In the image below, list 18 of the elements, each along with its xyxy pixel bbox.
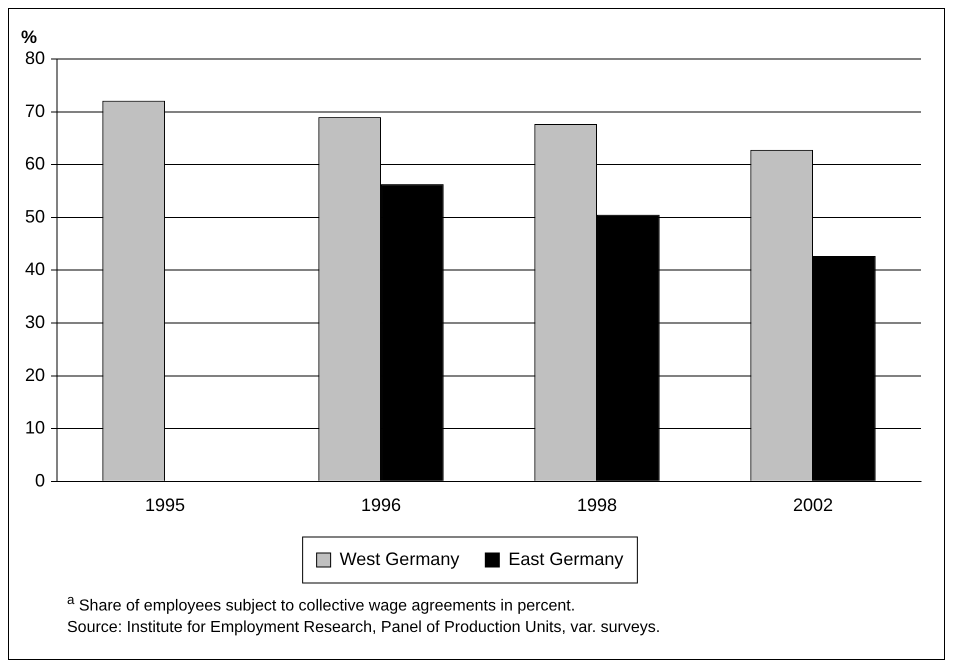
x-tick-label: 2002 [792,495,834,516]
legend-label: West Germany [340,548,460,569]
y-tick-label: 0 [35,470,46,490]
source-note: Source: Institute for Employment Research, Panel of Production Units, var. surveys. [67,618,662,638]
x-tick-label: 1998 [576,495,618,516]
y-tick-label: 50 [24,206,46,226]
y-axis-title: % [20,26,38,47]
legend-label: East Germany [508,548,624,569]
text: $^{a}$ Share of employees subject to collective wage agreements in percent. [67,591,576,616]
y-tick-label: 20 [24,364,46,385]
y-tick-label: 30 [24,312,46,332]
x-tick-label: 1996 [360,495,402,516]
y-tick-label: 80 [24,48,46,68]
x-tick-label: 1995 [144,495,186,516]
y-tick-label: 10 [24,418,46,438]
y-tick-label: 70 [24,100,46,121]
y-tick-label: 40 [24,259,46,280]
y-tick-label: 60 [24,154,46,174]
